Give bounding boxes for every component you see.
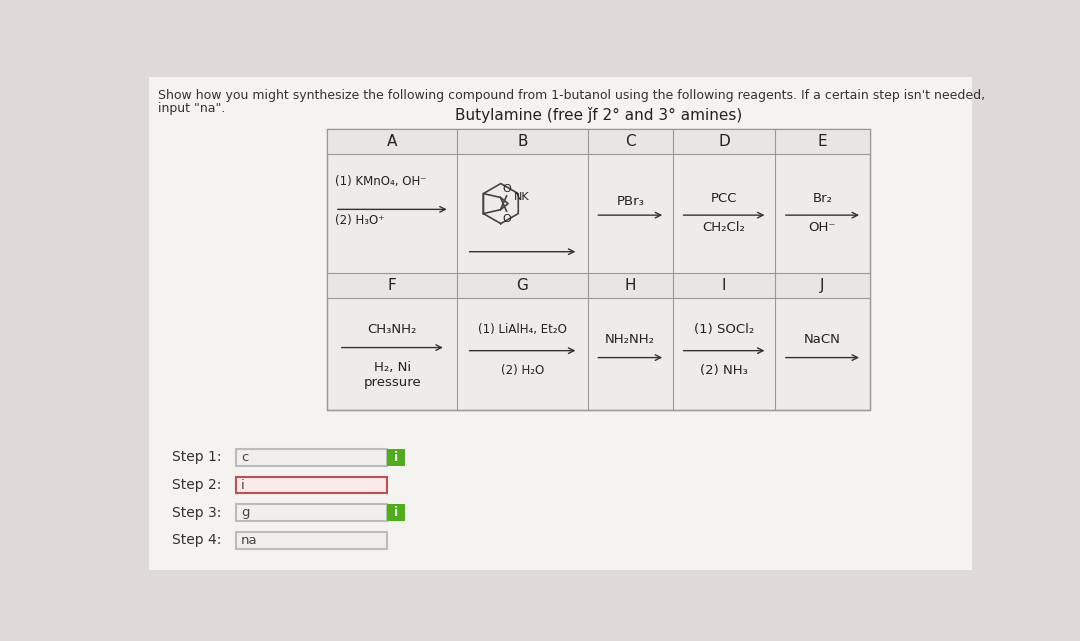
- Bar: [775, 129, 869, 154]
- Text: F: F: [388, 278, 396, 293]
- Text: E: E: [818, 134, 827, 149]
- Text: i: i: [394, 506, 399, 519]
- Text: J: J: [820, 278, 825, 293]
- Bar: [588, 129, 673, 154]
- Text: O: O: [502, 213, 511, 224]
- Bar: [327, 273, 458, 298]
- Text: Show how you might synthesize the following compound from 1-butanol using the fo: Show how you might synthesize the follow…: [159, 89, 985, 103]
- Bar: [235, 532, 387, 549]
- Text: i: i: [394, 451, 399, 464]
- Text: Br₂: Br₂: [812, 192, 833, 204]
- Text: input "na".: input "na".: [159, 103, 226, 115]
- Text: c: c: [241, 451, 248, 464]
- Text: O: O: [502, 183, 511, 194]
- Text: B: B: [517, 134, 528, 149]
- Text: OH⁻: OH⁻: [809, 221, 836, 234]
- Text: g: g: [241, 506, 249, 519]
- Text: (2) H₃O⁺: (2) H₃O⁺: [335, 214, 384, 227]
- Text: NH₂NH₂: NH₂NH₂: [605, 333, 656, 346]
- Bar: [235, 476, 387, 494]
- Text: na: na: [241, 534, 258, 547]
- Text: C: C: [625, 134, 635, 149]
- Text: Butylamine (free ǰf 2° and 3° amines): Butylamine (free ǰf 2° and 3° amines): [455, 107, 742, 123]
- Bar: [673, 129, 775, 154]
- Bar: [588, 273, 673, 298]
- Bar: [235, 504, 387, 521]
- Text: G: G: [516, 278, 528, 293]
- Bar: [387, 504, 405, 521]
- Bar: [327, 129, 458, 154]
- Text: D: D: [718, 134, 730, 149]
- Text: (1) LiAlH₄, Et₂O: (1) LiAlH₄, Et₂O: [478, 322, 567, 336]
- Text: (2) H₂O: (2) H₂O: [501, 364, 544, 377]
- Text: H: H: [624, 278, 636, 293]
- Text: (2) NH₃: (2) NH₃: [700, 364, 748, 377]
- Bar: [387, 449, 405, 466]
- Text: Step 4:: Step 4:: [172, 533, 221, 547]
- Text: Step 3:: Step 3:: [172, 506, 221, 520]
- Text: (1) KMnO₄, OH⁻: (1) KMnO₄, OH⁻: [335, 176, 427, 188]
- Text: CH₃NH₂: CH₃NH₂: [367, 322, 417, 336]
- Bar: [673, 273, 775, 298]
- Text: NK: NK: [514, 192, 530, 203]
- Text: A: A: [387, 134, 397, 149]
- Text: (1) SOCl₂: (1) SOCl₂: [693, 322, 754, 336]
- Text: I: I: [721, 278, 726, 293]
- Bar: [775, 273, 869, 298]
- Text: CH₂Cl₂: CH₂Cl₂: [703, 221, 745, 234]
- Text: Step 1:: Step 1:: [172, 450, 221, 464]
- Bar: [458, 129, 588, 154]
- Bar: [235, 449, 387, 466]
- Text: H₂, Ni: H₂, Ni: [374, 361, 410, 374]
- Text: PCC: PCC: [711, 192, 738, 204]
- Text: PBr₃: PBr₃: [617, 195, 644, 208]
- Text: pressure: pressure: [364, 376, 421, 390]
- Text: Step 2:: Step 2:: [172, 478, 221, 492]
- Text: i: i: [241, 479, 245, 492]
- Bar: [327, 129, 869, 410]
- Bar: [458, 273, 588, 298]
- Text: NaCN: NaCN: [804, 333, 841, 346]
